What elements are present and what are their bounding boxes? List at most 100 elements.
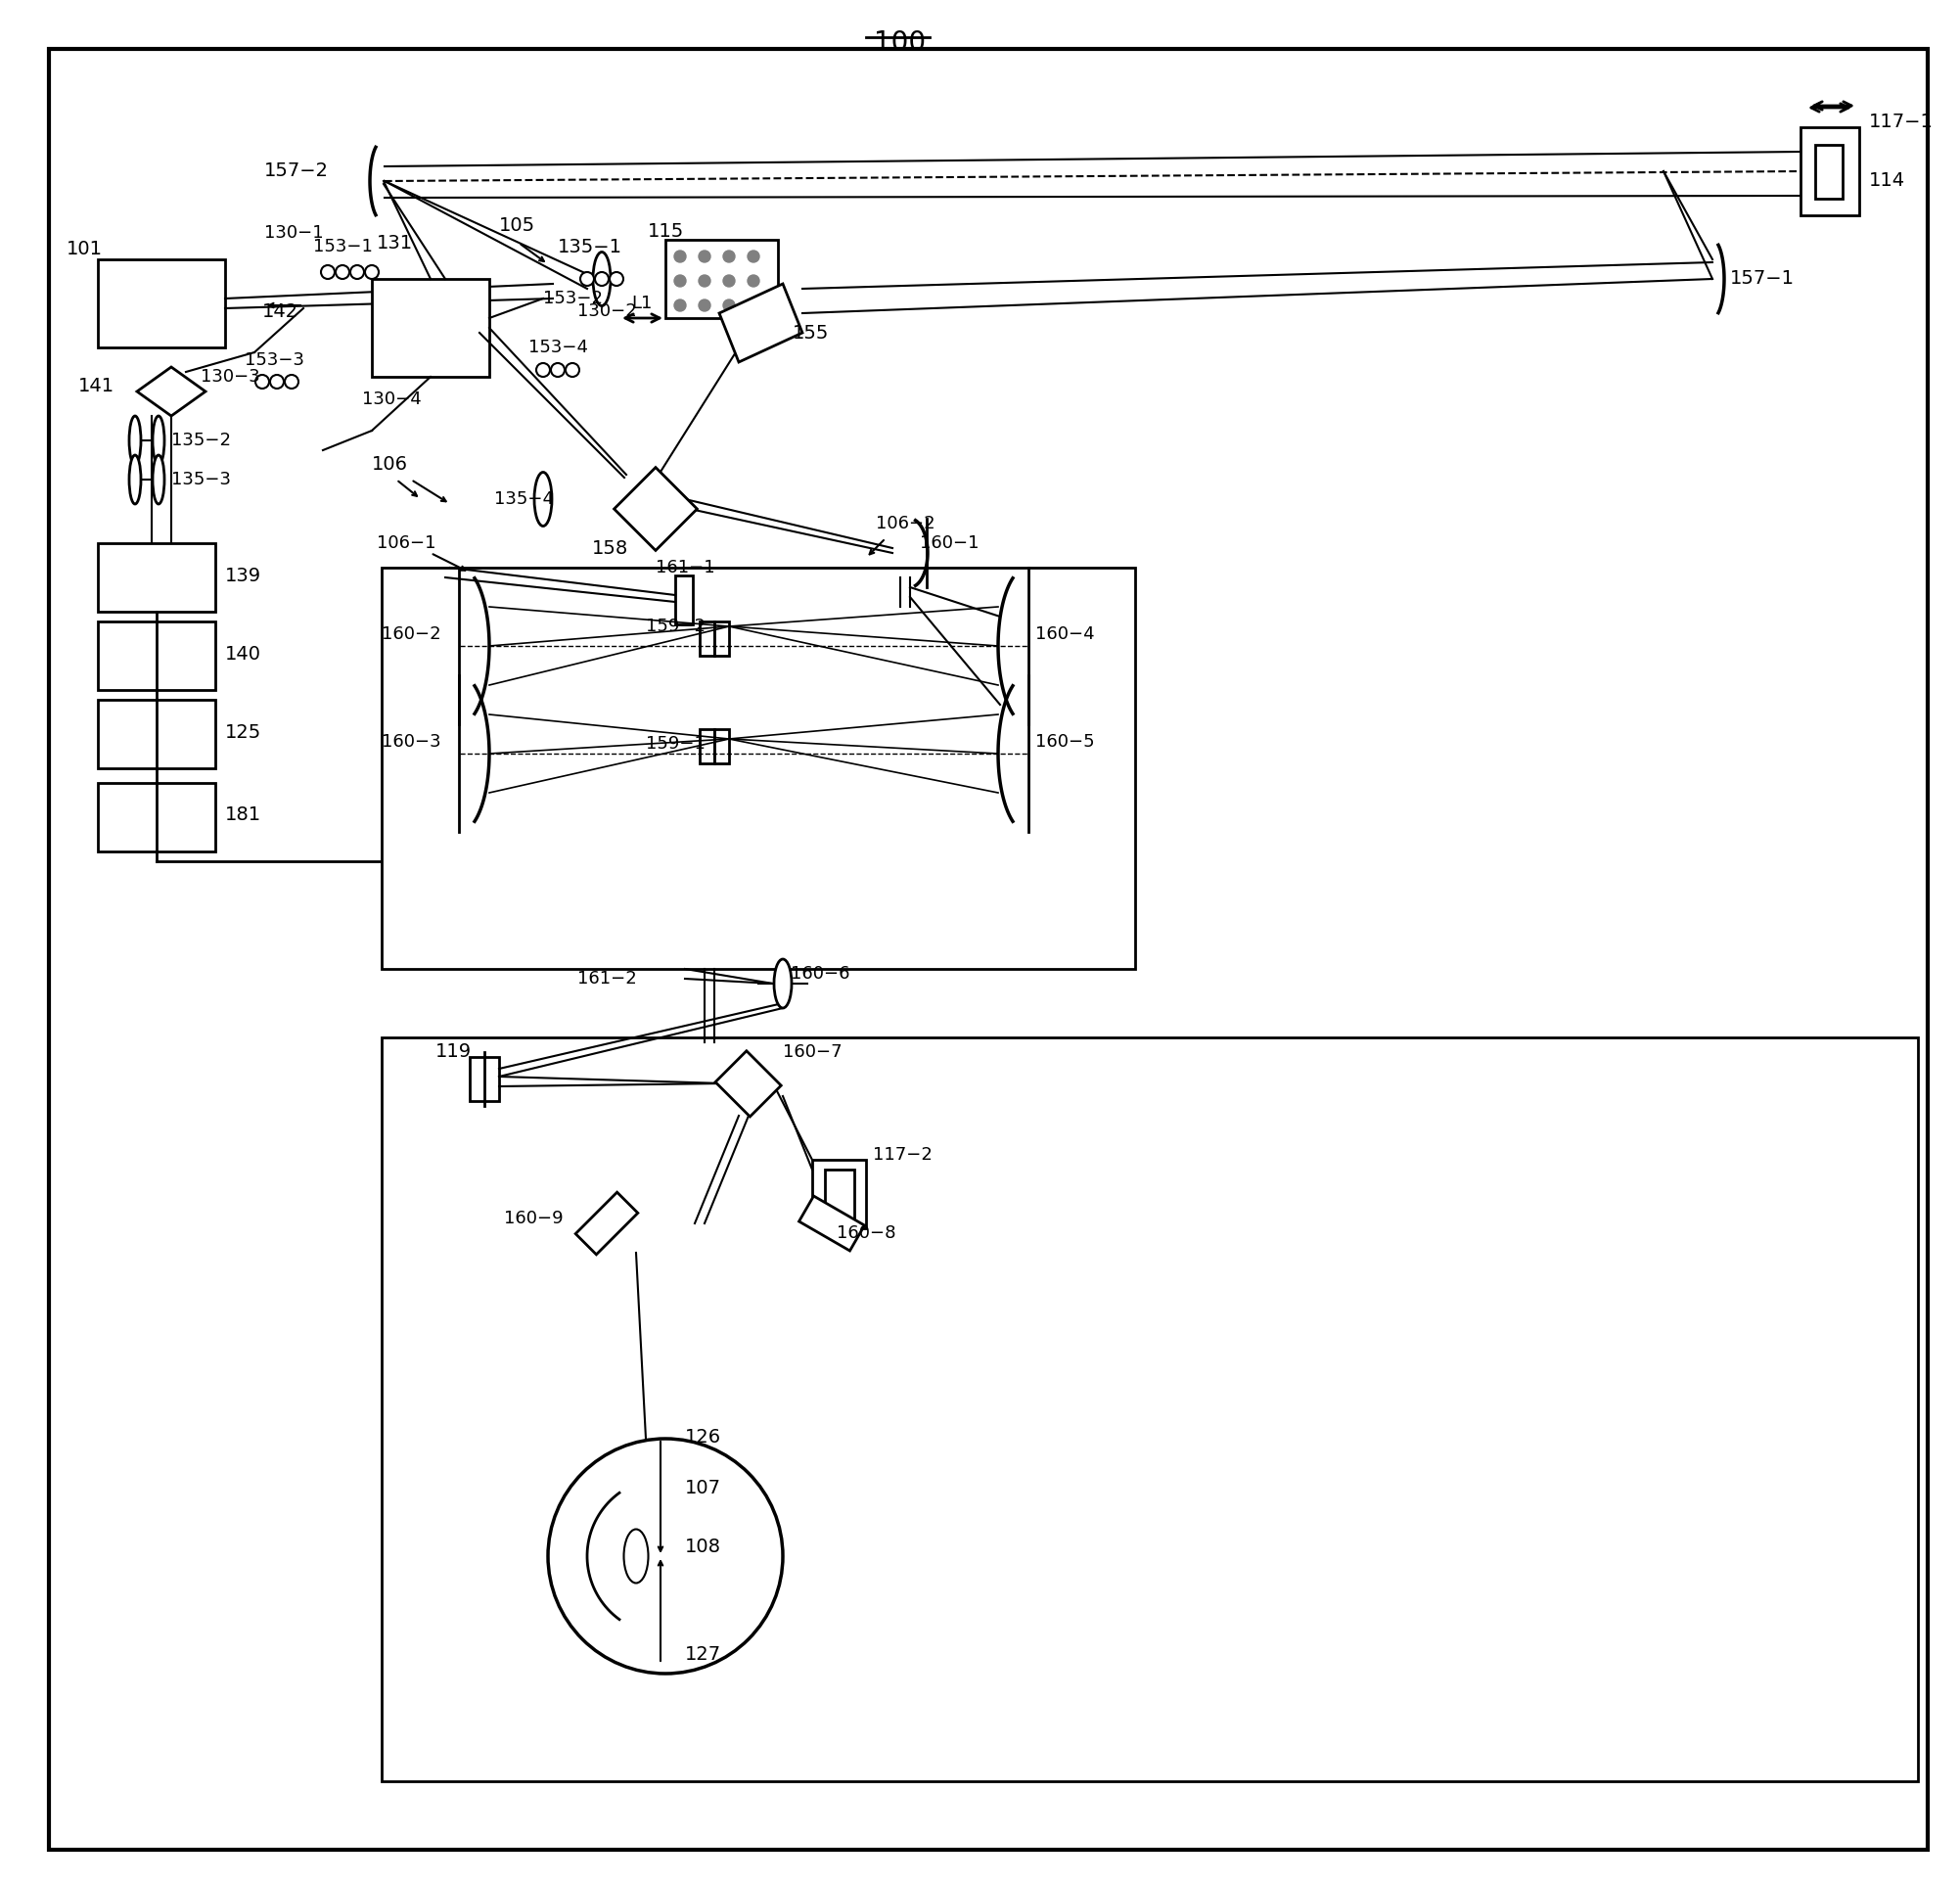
Text: 160−6: 160−6: [790, 965, 851, 983]
Text: 160−8: 160−8: [837, 1225, 896, 1242]
Bar: [1801, 128, 1860, 215]
Text: 135−2: 135−2: [171, 431, 231, 448]
Ellipse shape: [153, 456, 165, 505]
Bar: [382, 567, 1135, 968]
Circle shape: [596, 271, 610, 286]
Text: 140: 140: [225, 644, 261, 663]
Text: 160−7: 160−7: [782, 1044, 843, 1061]
Circle shape: [723, 300, 735, 311]
Text: 125: 125: [225, 723, 261, 742]
Text: 135−1: 135−1: [559, 237, 623, 256]
Circle shape: [747, 275, 759, 286]
Text: 114: 114: [1870, 171, 1905, 190]
Text: 127: 127: [684, 1645, 721, 1664]
Circle shape: [255, 375, 269, 388]
Text: 130−1: 130−1: [265, 224, 323, 241]
Bar: [98, 260, 225, 347]
Circle shape: [537, 364, 551, 377]
Text: 100: 100: [874, 30, 927, 57]
Text: 119: 119: [435, 1044, 472, 1061]
Text: 117−1: 117−1: [1870, 113, 1933, 132]
Text: 130−2: 130−2: [578, 303, 637, 320]
Text: 105: 105: [500, 217, 535, 234]
Bar: [713, 622, 729, 656]
Text: 161−2: 161−2: [578, 970, 637, 987]
Circle shape: [698, 251, 710, 262]
Circle shape: [610, 271, 623, 286]
Bar: [700, 622, 713, 656]
Text: 158: 158: [592, 539, 629, 558]
Circle shape: [566, 364, 580, 377]
Bar: [811, 1161, 866, 1228]
Text: 160−3: 160−3: [382, 733, 441, 750]
Circle shape: [551, 364, 564, 377]
Polygon shape: [800, 1196, 864, 1251]
Text: 101: 101: [67, 241, 102, 258]
Text: 160−9: 160−9: [504, 1210, 563, 1226]
Bar: [674, 575, 692, 624]
Text: 153−2: 153−2: [543, 290, 604, 307]
Text: 108: 108: [684, 1537, 721, 1556]
Circle shape: [674, 300, 686, 311]
Text: 131: 131: [376, 234, 414, 252]
Polygon shape: [576, 1193, 637, 1255]
Bar: [1815, 145, 1842, 198]
Bar: [664, 239, 778, 318]
Text: 153−1: 153−1: [314, 237, 372, 256]
Bar: [825, 1170, 855, 1219]
Bar: [98, 543, 216, 612]
Circle shape: [365, 266, 378, 279]
Circle shape: [335, 266, 349, 279]
Text: 126: 126: [684, 1428, 721, 1447]
Ellipse shape: [623, 1530, 649, 1583]
Circle shape: [270, 375, 284, 388]
Ellipse shape: [774, 959, 792, 1008]
Circle shape: [747, 251, 759, 262]
Ellipse shape: [153, 416, 165, 465]
Bar: [700, 729, 713, 763]
Circle shape: [674, 275, 686, 286]
Text: 153−3: 153−3: [245, 350, 304, 369]
Text: 106−1: 106−1: [376, 535, 435, 552]
Text: 117−2: 117−2: [872, 1145, 933, 1164]
Circle shape: [723, 251, 735, 262]
Text: 155: 155: [792, 324, 829, 343]
Circle shape: [698, 300, 710, 311]
Circle shape: [698, 275, 710, 286]
Bar: [382, 1038, 1919, 1780]
Text: 106−2: 106−2: [876, 514, 935, 533]
Ellipse shape: [129, 456, 141, 505]
Circle shape: [723, 275, 735, 286]
Text: 160−5: 160−5: [1035, 733, 1094, 750]
Circle shape: [284, 375, 298, 388]
Circle shape: [549, 1439, 782, 1673]
Text: 130−3: 130−3: [200, 367, 261, 386]
Bar: [98, 622, 216, 690]
Circle shape: [674, 251, 686, 262]
Text: 115: 115: [647, 222, 684, 241]
Bar: [470, 1057, 500, 1100]
Text: 107: 107: [684, 1479, 721, 1498]
Text: 160−1: 160−1: [919, 535, 980, 552]
Bar: [98, 784, 216, 852]
Polygon shape: [719, 284, 802, 362]
Text: 161−1: 161−1: [655, 560, 715, 577]
Polygon shape: [137, 367, 206, 416]
Text: 106: 106: [372, 456, 408, 475]
Text: 135−3: 135−3: [171, 471, 231, 488]
Text: 160−4: 160−4: [1035, 625, 1094, 642]
Circle shape: [351, 266, 365, 279]
Polygon shape: [613, 467, 698, 550]
Text: 157−2: 157−2: [265, 162, 329, 181]
Ellipse shape: [129, 416, 141, 465]
Text: 160−2: 160−2: [382, 625, 441, 642]
Text: 157−1: 157−1: [1731, 269, 1795, 288]
Ellipse shape: [535, 473, 553, 526]
Bar: [372, 279, 490, 377]
Text: 142: 142: [263, 301, 298, 320]
Bar: [98, 699, 216, 769]
Text: 153−4: 153−4: [529, 339, 588, 356]
Text: 135−4: 135−4: [494, 490, 555, 509]
Text: 159−2: 159−2: [647, 618, 706, 635]
Text: 181: 181: [225, 806, 261, 825]
